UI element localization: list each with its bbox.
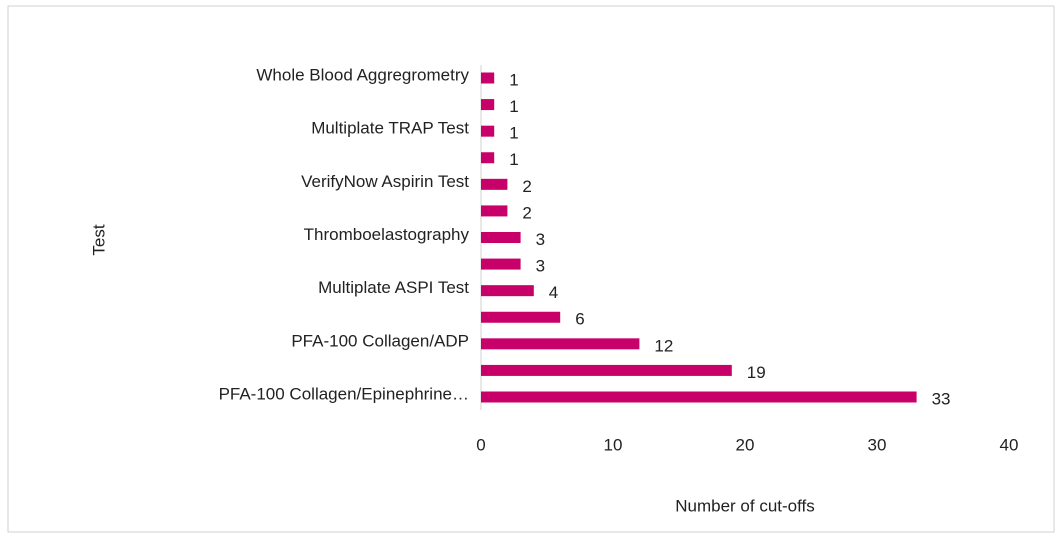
data-label: 33 [932, 389, 951, 408]
x-tick-label: 30 [868, 435, 887, 454]
bar [481, 311, 561, 323]
bar [481, 338, 640, 350]
y-tick-label: Multiplate TRAP Test [311, 119, 469, 138]
data-label: 19 [747, 363, 766, 382]
bar [481, 178, 508, 190]
bar [481, 285, 534, 297]
y-tick-label: Multiplate ASPI Test [318, 278, 469, 297]
y-tick-label: PFA-100 Collagen/Epinephrine… [219, 384, 469, 403]
data-label: 6 [575, 310, 584, 329]
data-label: 1 [509, 124, 518, 143]
data-label: 2 [522, 203, 531, 222]
bar [481, 391, 917, 403]
bar [481, 125, 495, 137]
bar [481, 258, 521, 270]
bar [481, 72, 495, 84]
x-axis-label: Number of cut-offs [675, 496, 815, 515]
data-label: 2 [522, 177, 531, 196]
x-tick-label: 0 [476, 435, 485, 454]
data-label: 3 [536, 257, 545, 276]
data-label: 3 [536, 230, 545, 249]
y-tick-label: PFA-100 Collagen/ADP [291, 331, 469, 350]
data-label: 1 [509, 150, 518, 169]
data-label: 4 [549, 283, 558, 302]
chart-border [7, 5, 1055, 533]
x-tick-label: 20 [736, 435, 755, 454]
data-label: 1 [509, 70, 518, 89]
y-axis-label: Test [89, 224, 108, 255]
data-label: 1 [509, 97, 518, 116]
bar [481, 364, 732, 376]
x-tick-label: 10 [604, 435, 623, 454]
data-label: 12 [654, 336, 673, 355]
bar [481, 232, 521, 243]
bar [481, 152, 495, 164]
y-tick-label: Thromboelastography [304, 225, 470, 244]
x-tick-label: 40 [1000, 435, 1019, 454]
bar [481, 205, 508, 217]
y-tick-label: Whole Blood Aggregrometry [256, 65, 469, 84]
y-tick-label: VerifyNow Aspirin Test [301, 172, 469, 191]
bar [481, 99, 495, 111]
